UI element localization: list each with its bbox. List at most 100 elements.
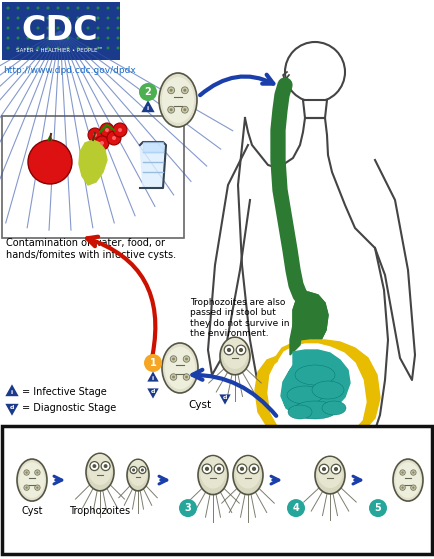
Circle shape (181, 106, 188, 113)
Circle shape (26, 17, 30, 20)
Ellipse shape (311, 381, 343, 399)
Text: 3: 3 (184, 503, 191, 513)
Circle shape (184, 358, 187, 361)
Circle shape (26, 46, 30, 50)
Circle shape (86, 17, 89, 20)
Polygon shape (280, 350, 349, 418)
Circle shape (227, 348, 230, 352)
Ellipse shape (294, 365, 334, 385)
Circle shape (56, 46, 59, 50)
Circle shape (399, 485, 404, 490)
Polygon shape (237, 118, 387, 430)
Circle shape (46, 17, 49, 20)
Circle shape (321, 467, 326, 471)
Circle shape (76, 36, 79, 40)
Circle shape (399, 470, 404, 475)
Circle shape (66, 7, 69, 10)
Circle shape (96, 17, 99, 20)
Circle shape (204, 467, 209, 471)
Circle shape (66, 26, 69, 30)
Text: i: i (147, 106, 149, 111)
Circle shape (26, 26, 30, 30)
Circle shape (202, 464, 211, 473)
Circle shape (35, 485, 40, 490)
Circle shape (86, 26, 89, 30)
Ellipse shape (233, 456, 263, 495)
Circle shape (100, 141, 104, 145)
Ellipse shape (222, 338, 247, 369)
Circle shape (130, 467, 137, 473)
Ellipse shape (286, 386, 322, 404)
Circle shape (7, 26, 10, 30)
Circle shape (217, 467, 220, 471)
Text: Cyst: Cyst (21, 506, 43, 516)
Circle shape (106, 17, 109, 20)
Circle shape (214, 464, 223, 473)
Circle shape (86, 7, 89, 10)
Circle shape (169, 108, 172, 111)
Circle shape (56, 17, 59, 20)
Circle shape (56, 36, 59, 40)
Circle shape (116, 36, 119, 40)
Ellipse shape (127, 459, 149, 491)
Text: d: d (222, 395, 227, 400)
Circle shape (139, 83, 157, 101)
Circle shape (46, 36, 49, 40)
Circle shape (93, 133, 97, 137)
Circle shape (113, 123, 127, 137)
Circle shape (236, 345, 245, 355)
Polygon shape (374, 160, 414, 380)
Circle shape (172, 376, 174, 378)
Text: SAFER • HEALTHIER • PEOPLE™: SAFER • HEALTHIER • PEOPLE™ (16, 48, 103, 53)
Circle shape (16, 46, 20, 50)
Circle shape (7, 17, 10, 20)
Circle shape (92, 464, 96, 468)
Circle shape (239, 467, 243, 471)
Circle shape (86, 46, 89, 50)
Circle shape (168, 87, 174, 94)
Circle shape (76, 7, 79, 10)
Text: Contamination of water, food, or
hands/fomites with infective cysts.: Contamination of water, food, or hands/f… (6, 238, 176, 259)
Circle shape (16, 36, 20, 40)
Text: http://www.dpd.cdc.gov/dpdx: http://www.dpd.cdc.gov/dpdx (3, 66, 135, 75)
Circle shape (286, 499, 304, 517)
Ellipse shape (392, 459, 422, 501)
Circle shape (106, 7, 109, 10)
FancyBboxPatch shape (2, 2, 120, 60)
Circle shape (16, 17, 20, 20)
Circle shape (66, 46, 69, 50)
Ellipse shape (316, 457, 342, 488)
Polygon shape (140, 142, 166, 188)
Circle shape (116, 7, 119, 10)
Text: = Infective Stage: = Infective Stage (22, 387, 106, 397)
Ellipse shape (293, 401, 336, 419)
Text: 5: 5 (374, 503, 381, 513)
Circle shape (86, 36, 89, 40)
Circle shape (36, 36, 39, 40)
Circle shape (103, 464, 107, 468)
Circle shape (36, 17, 39, 20)
Circle shape (411, 486, 414, 489)
Circle shape (96, 7, 99, 10)
Circle shape (106, 26, 109, 30)
Circle shape (26, 7, 30, 10)
Circle shape (76, 26, 79, 30)
Polygon shape (254, 340, 379, 445)
Text: i: i (11, 390, 13, 395)
Polygon shape (141, 100, 155, 112)
Ellipse shape (128, 460, 147, 486)
Circle shape (36, 471, 39, 473)
Circle shape (96, 46, 99, 50)
Polygon shape (219, 395, 230, 405)
Polygon shape (257, 430, 297, 545)
Ellipse shape (200, 456, 225, 489)
Polygon shape (147, 371, 158, 382)
Circle shape (88, 128, 102, 142)
Circle shape (118, 128, 122, 132)
Circle shape (46, 7, 49, 10)
Circle shape (224, 345, 233, 355)
Circle shape (237, 464, 246, 473)
Circle shape (138, 467, 145, 473)
Circle shape (24, 470, 29, 475)
Text: = Diagnostic Stage: = Diagnostic Stage (22, 403, 116, 413)
